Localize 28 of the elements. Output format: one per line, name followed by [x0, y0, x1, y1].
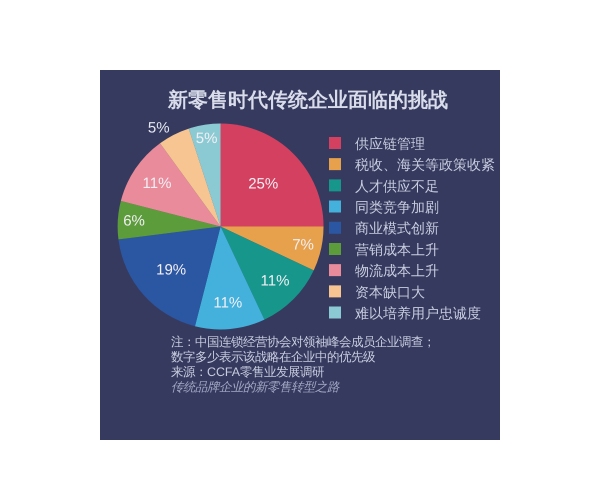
pie-slice: [118, 200, 221, 240]
legend-label: 人才供应不足: [355, 178, 439, 194]
pie-slice: [220, 226, 324, 270]
data-label: 25%: [248, 175, 278, 192]
legend-label: 物流成本上升: [355, 262, 439, 279]
text: 注：中国连锁经营协会对领袖峰会成员企业调查；: [171, 335, 435, 349]
chart-title: 新零售时代传统企业面临的挑战: [167, 88, 448, 112]
legend-label: 营销成本上升: [355, 241, 439, 258]
legend-label: 同类竞争加剧: [355, 199, 439, 216]
data-label: 11%: [260, 272, 290, 290]
data-label: 6%: [123, 212, 145, 230]
pie-slice: [120, 143, 221, 227]
source-note: 来源：CCFA零售业发展调研: [171, 365, 324, 379]
text: 数字多少表示该战略在企业中的优先级: [171, 350, 375, 364]
data-label: 11%: [142, 174, 172, 192]
data-label: 7%: [292, 236, 314, 254]
text: 传统品牌企业的新零售转型之路: [171, 380, 340, 394]
legend-label: 税收、海关等政策收紧: [355, 156, 495, 173]
data-label: 19%: [156, 262, 186, 279]
pie-slice: [188, 124, 221, 227]
pie-slice: [220, 124, 324, 227]
legend-label: 难以培养用户忠诚度: [354, 305, 481, 322]
legend-label: 商业模式创新: [355, 220, 439, 236]
data-label: 11%: [213, 294, 242, 312]
legend-label: 资本缺口大: [355, 284, 425, 300]
data-label: 5%: [148, 120, 170, 137]
legend-label: 供应链管理: [355, 135, 425, 152]
data-label: 5%: [196, 130, 218, 148]
